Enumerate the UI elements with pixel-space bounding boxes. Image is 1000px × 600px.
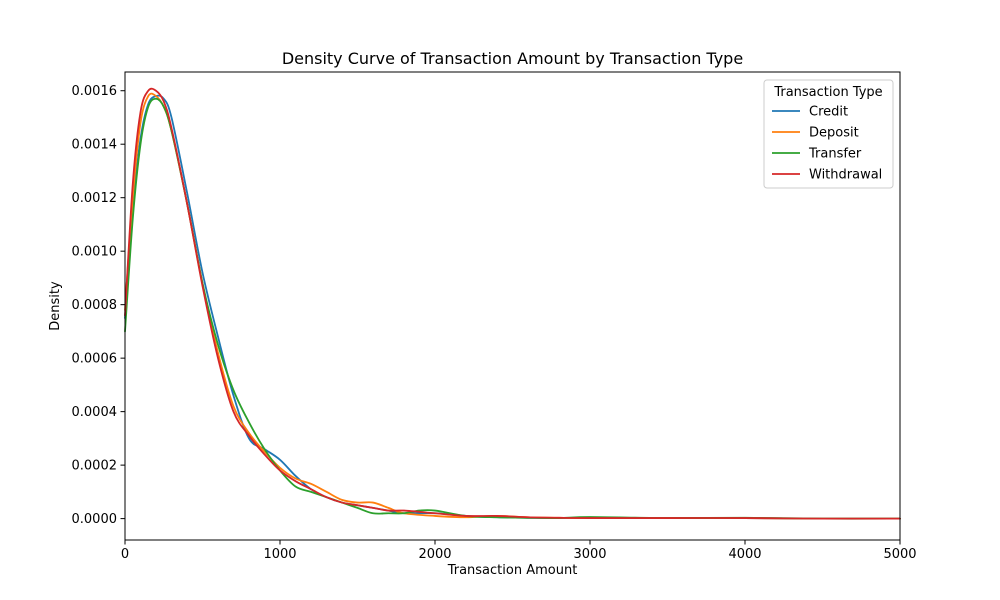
x-axis-label: Transaction Amount bbox=[447, 563, 578, 578]
chart-title: Density Curve of Transaction Amount by T… bbox=[282, 49, 743, 68]
plot-frame bbox=[124, 71, 901, 541]
y-tick-label: 0.0008 bbox=[72, 298, 118, 313]
x-tick-label: 1000 bbox=[263, 547, 296, 562]
legend-label-transfer: Transfer bbox=[808, 147, 862, 162]
y-tick-label: 0.0010 bbox=[72, 245, 118, 260]
legend-title: Transaction Type bbox=[773, 85, 882, 100]
series-line-withdrawal bbox=[124, 87, 901, 520]
x-tick-label: 5000 bbox=[883, 547, 916, 562]
legend-label-withdrawal: Withdrawal bbox=[809, 168, 882, 183]
y-tick-label: 0.0002 bbox=[72, 459, 118, 474]
y-axis-label: Density bbox=[48, 281, 63, 331]
legend-label-credit: Credit bbox=[809, 105, 848, 120]
legend-box bbox=[763, 79, 894, 189]
legend: Transaction Type Credit Deposit Transfer Wi… bbox=[763, 79, 894, 189]
x-tick-label: 2000 bbox=[418, 547, 451, 562]
y-tick-label: 0.0000 bbox=[72, 512, 118, 527]
legend-label-deposit: Deposit bbox=[809, 126, 859, 141]
y-tick-label: 0.0006 bbox=[72, 352, 118, 367]
x-tick-label: 4000 bbox=[728, 547, 761, 562]
plot-lines bbox=[124, 87, 901, 520]
legend-entries: Credit Deposit Transfer Withdrawal bbox=[772, 105, 882, 183]
y-tick-label: 0.0016 bbox=[72, 84, 118, 99]
y-tick-label: 0.0014 bbox=[72, 138, 118, 153]
x-tick-label: 3000 bbox=[573, 547, 606, 562]
x-axis-ticks: 0 1000 2000 3000 4000 5000 bbox=[121, 540, 917, 562]
x-tick-label: 0 bbox=[121, 547, 129, 562]
y-axis-ticks: 0.0000 0.0002 0.0004 0.0006 0.0008 0.0010 0.00… bbox=[72, 84, 125, 527]
y-tick-label: 0.0012 bbox=[72, 191, 118, 206]
y-tick-label: 0.0004 bbox=[72, 405, 118, 420]
